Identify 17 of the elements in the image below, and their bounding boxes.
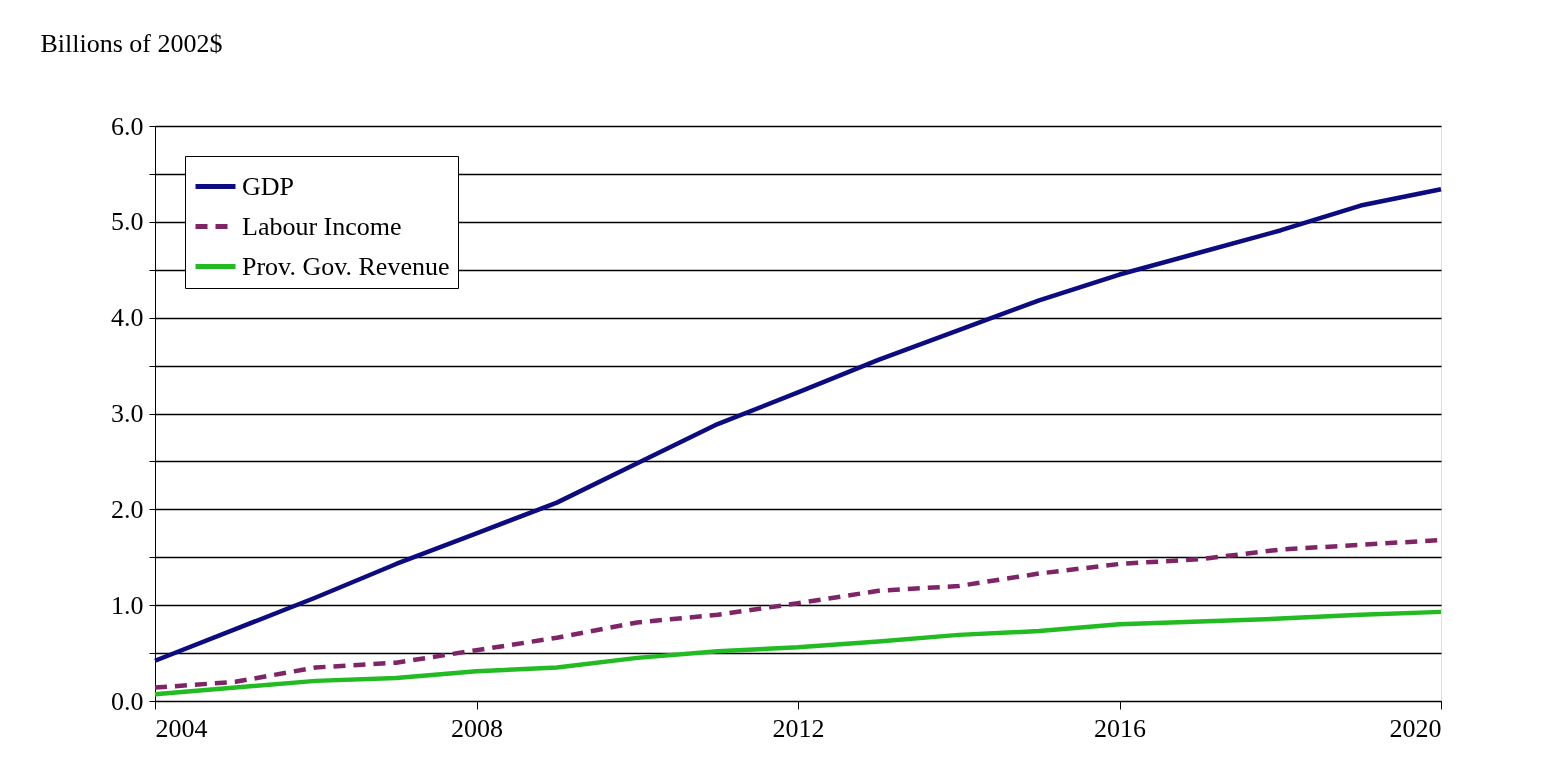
legend-label: GDP [242, 171, 295, 201]
y-tick-label: 5.0 [111, 207, 144, 237]
x-tick-label: 2004 [155, 713, 208, 743]
y-tick-label: 6.0 [111, 111, 144, 141]
y-axis-title: Billions of 2002$ [40, 28, 223, 58]
legend-label: Labour Income [242, 211, 402, 241]
y-tick-label: 0.0 [111, 686, 144, 716]
y-tick-label: 4.0 [111, 303, 144, 333]
x-tick-label: 2012 [772, 713, 825, 743]
x-tick-label: 2008 [451, 713, 503, 743]
x-tick-label: 2016 [1094, 713, 1146, 743]
x-tick-label: 2020 [1389, 713, 1442, 743]
y-tick-label: 1.0 [111, 590, 144, 620]
legend-label: Prov. Gov. Revenue [242, 251, 450, 281]
y-tick-label: 2.0 [111, 494, 144, 524]
line-series [152, 609, 1444, 697]
y-tick-label: 3.0 [111, 399, 144, 428]
